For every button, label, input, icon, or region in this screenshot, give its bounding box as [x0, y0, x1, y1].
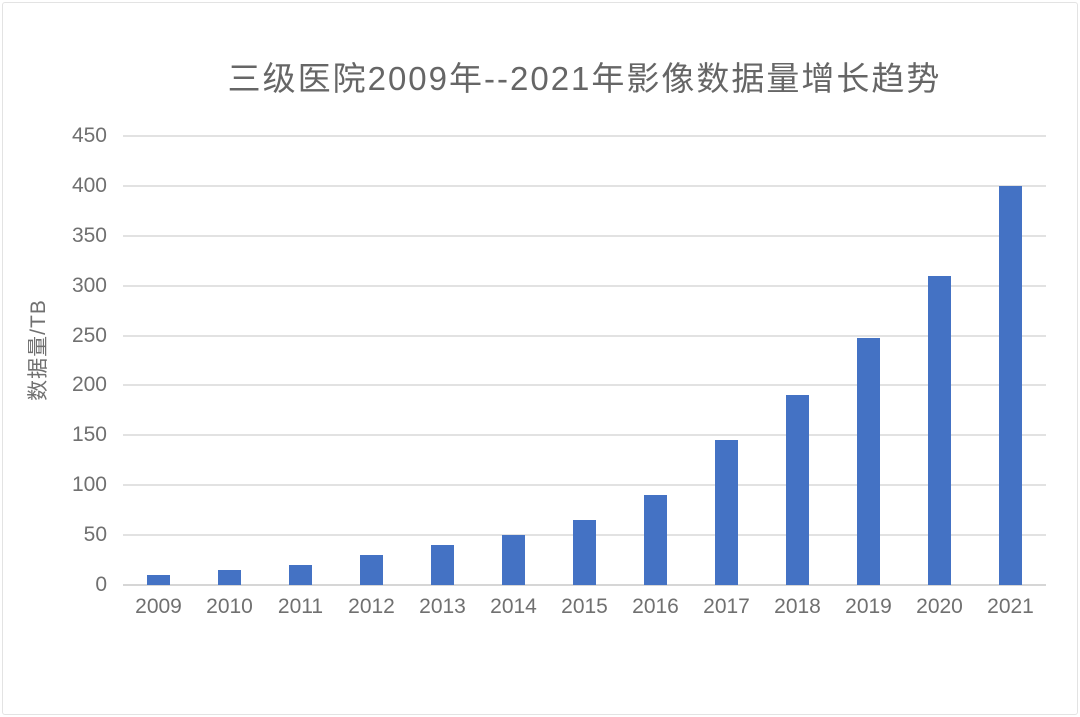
gridline — [123, 334, 1046, 337]
y-tick-label: 250 — [71, 323, 107, 347]
gridline — [123, 484, 1046, 487]
bar-2020 — [927, 275, 952, 585]
x-tick-label: 2019 — [845, 595, 892, 618]
chart-title: 三级医院2009年--2021年影像数据量增长趋势 — [227, 60, 942, 97]
x-tick-label: 2020 — [916, 595, 963, 618]
bar-2018 — [785, 395, 810, 585]
y-tick-label: 450 — [71, 124, 107, 147]
bar-2016 — [643, 495, 668, 585]
x-tick-label: 2013 — [419, 595, 466, 618]
y-tick-label: 300 — [71, 273, 107, 297]
x-tick-label: 2021 — [987, 595, 1034, 618]
bar-2017 — [714, 440, 739, 585]
bar-2015 — [572, 520, 597, 585]
gridline — [123, 184, 1046, 187]
x-axis-tick-labels: 2009 2010 2011 2012 2013 2014 2015 2016 2017 2018… — [123, 595, 1046, 621]
x-tick-label: 2018 — [774, 595, 821, 618]
bar-2012 — [359, 555, 384, 585]
bar-2009 — [146, 575, 171, 585]
x-tick-label: 2012 — [348, 595, 395, 618]
bar-2019 — [856, 337, 881, 585]
gridline — [123, 234, 1046, 237]
bar-2021 — [998, 185, 1023, 585]
gridline — [123, 384, 1046, 387]
bar-2011 — [288, 565, 313, 585]
x-tick-label: 2011 — [277, 595, 324, 618]
y-axis-tick-labels: 0 50 100 150 200 250 300 350 400 450 — [0, 125, 107, 596]
x-tick-label: 2010 — [206, 595, 253, 618]
gridline — [123, 284, 1046, 287]
bar-2013 — [430, 545, 455, 585]
y-tick-label: 150 — [71, 423, 107, 447]
y-tick-label: 100 — [71, 473, 107, 497]
y-tick-label: 400 — [71, 173, 107, 197]
y-tick-label: 200 — [71, 373, 107, 397]
x-tick-label: 2015 — [561, 595, 608, 618]
gridline — [123, 135, 1046, 137]
x-tick-label: 2014 — [490, 595, 537, 618]
plot-area — [123, 135, 1046, 586]
y-tick-label: 350 — [71, 223, 107, 247]
y-tick-label: 50 — [83, 523, 107, 547]
x-axis-line — [123, 584, 1046, 586]
y-tick-label: 0 — [95, 573, 107, 596]
x-tick-label: 2016 — [632, 595, 679, 618]
bar-2010 — [217, 570, 242, 585]
x-tick-label: 2017 — [703, 595, 750, 618]
x-tick-label: 2009 — [135, 595, 182, 618]
bar-2014 — [501, 535, 526, 585]
gridline — [123, 434, 1046, 437]
